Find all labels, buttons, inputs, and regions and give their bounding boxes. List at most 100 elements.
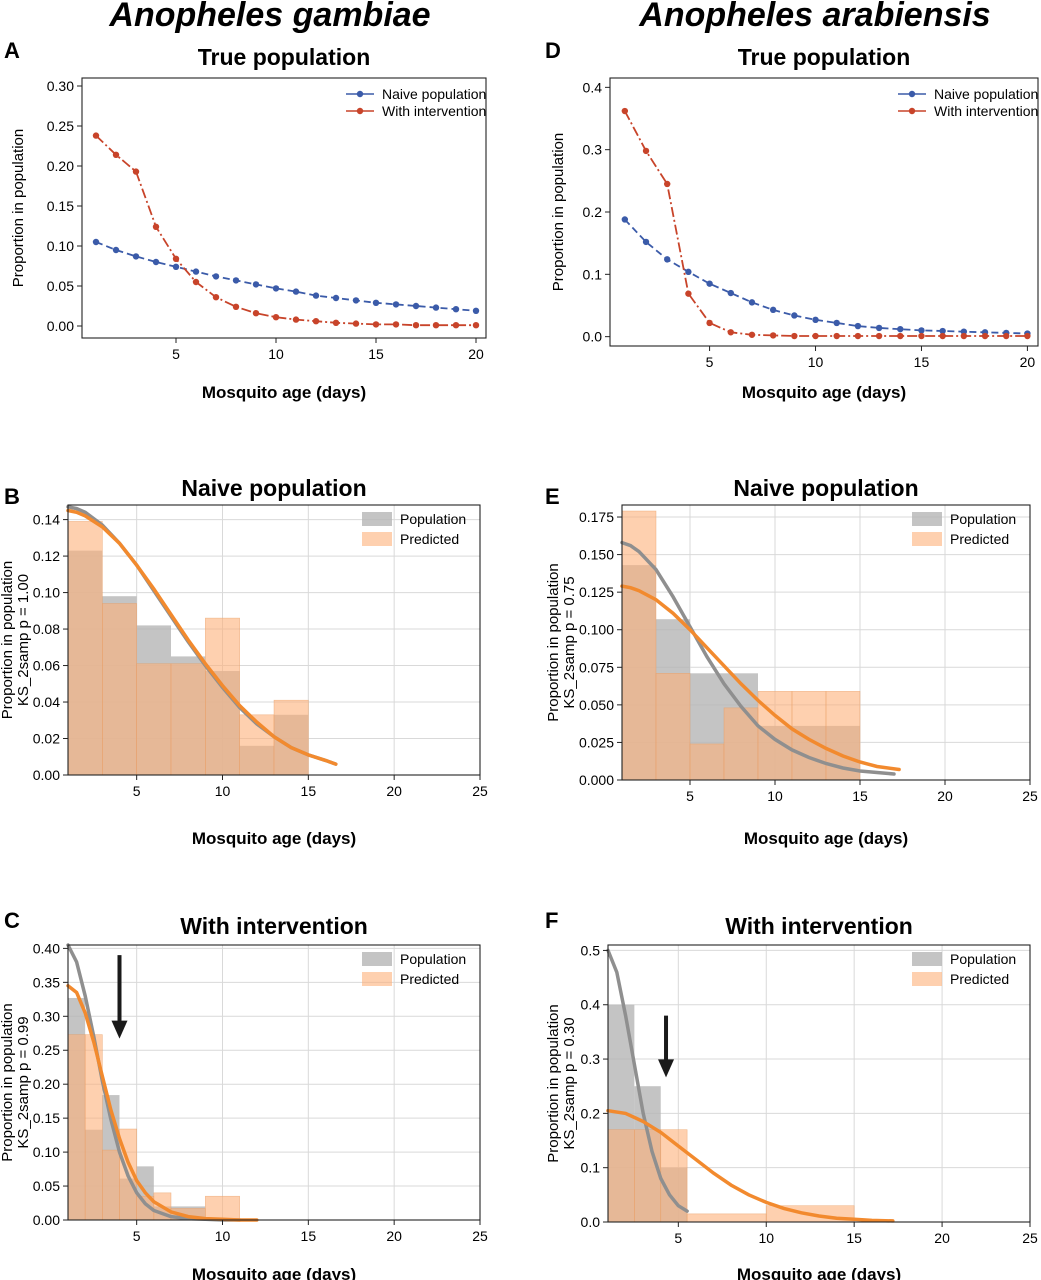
x-axis-label: Mosquito age (days) <box>744 829 908 848</box>
y-tick-label: 0.2 <box>583 204 603 220</box>
point-intervention-4 <box>706 319 713 327</box>
point-naive-14 <box>918 327 925 334</box>
x-tick-label: 25 <box>472 783 488 799</box>
point-intervention-19 <box>472 322 480 329</box>
legend-label: With intervention <box>382 103 486 119</box>
legend-swatch <box>362 512 392 526</box>
plot-frame <box>67 504 481 776</box>
y-tick-label: 0.150 <box>579 547 614 563</box>
point-intervention-4 <box>172 255 180 262</box>
x-tick-label: 25 <box>1022 1230 1038 1246</box>
plot-frame <box>67 944 481 1221</box>
point-intervention-16 <box>412 322 420 329</box>
legend: Population Predicted <box>912 511 1016 547</box>
point-intervention-14 <box>372 321 380 328</box>
population-fit-curve <box>606 948 689 1213</box>
x-tick-label: 25 <box>472 1228 488 1244</box>
panel-label-a: A <box>4 38 20 63</box>
chart-f-with-intervention-arabiensis: With intervention 5 10 15 20 25 0.0 0.1 0.2 0.3 0.… <box>545 913 1038 1280</box>
x-tick-label: 5 <box>172 346 180 362</box>
x-tick-label: 20 <box>386 1228 402 1244</box>
point-naive-10 <box>833 319 840 327</box>
y-tick-label: 0.05 <box>33 1178 60 1194</box>
y-tick-label: 0.15 <box>47 198 74 214</box>
legend: Population Predicted <box>362 511 466 547</box>
ks-test-label: KS_2samp p = 1.00 <box>15 574 32 706</box>
chart-c-with-intervention-gambiae: With intervention 5 10 15 20 25 0.00 0.05 0.10 0.… <box>0 913 488 1280</box>
point-intervention-2 <box>132 168 140 175</box>
point-intervention-8 <box>252 310 260 317</box>
legend-label: Predicted <box>400 531 459 547</box>
y-tick-label: 0.075 <box>579 659 614 675</box>
bar-predicted-1 <box>655 673 691 781</box>
species-title-left: Anopheles gambiae <box>109 0 431 34</box>
point-naive-5 <box>727 289 734 297</box>
point-naive-3 <box>685 268 692 276</box>
point-naive-4 <box>172 263 180 270</box>
bar-predicted-2 <box>102 1149 120 1221</box>
bar-predicted-6 <box>273 699 309 776</box>
point-naive-9 <box>812 316 819 324</box>
y-tick-label: 0.10 <box>33 585 60 601</box>
y-tick-label: 0.20 <box>33 1076 60 1092</box>
legend-label: Naive population <box>382 86 486 102</box>
point-naive-9 <box>272 285 280 292</box>
point-naive-10 <box>292 288 300 295</box>
point-naive-4 <box>706 280 713 287</box>
point-naive-15 <box>939 327 946 335</box>
x-tick-label: 20 <box>937 788 953 804</box>
x-tick-label: 20 <box>386 783 402 799</box>
bar-predicted-0 <box>67 1034 86 1221</box>
predicted-fit-curve <box>620 584 901 772</box>
x-tick-label: 15 <box>914 354 930 370</box>
y-axis-label: Proportion in population <box>10 129 27 287</box>
bar-predicted-3 <box>686 1213 767 1223</box>
point-intervention-19 <box>1024 332 1031 340</box>
series-line-intervention <box>624 110 1028 337</box>
point-naive-1 <box>112 246 120 254</box>
y-tick-label: 0.08 <box>33 621 60 637</box>
point-intervention-13 <box>897 332 904 340</box>
legend-label: Population <box>950 951 1016 967</box>
panel-label-f: F <box>545 908 559 933</box>
y-axis-label: Proportion in population <box>0 1003 16 1161</box>
point-naive-13 <box>897 325 904 333</box>
legend-label: Population <box>950 511 1016 527</box>
species-title-right: Anopheles arabiensis <box>639 0 991 34</box>
y-tick-label: 0.000 <box>579 772 614 788</box>
chart-title-c: With intervention <box>180 913 368 939</box>
x-axis-label: Mosquito age (days) <box>742 383 906 402</box>
point-intervention-3 <box>685 290 692 297</box>
y-tick-label: 0.02 <box>33 731 60 747</box>
point-intervention-10 <box>833 332 840 340</box>
legend-marker <box>356 107 364 115</box>
legend-label: With intervention <box>934 103 1038 119</box>
point-naive-13 <box>352 297 360 304</box>
panel-label-d: D <box>545 38 561 63</box>
series-line-naive <box>624 218 1028 335</box>
chart-title-d: True population <box>738 44 911 70</box>
point-naive-12 <box>332 294 340 302</box>
x-tick-label: 15 <box>301 783 317 799</box>
point-naive-6 <box>748 299 756 306</box>
point-intervention-12 <box>875 332 883 340</box>
ks-test-label: KS_2samp p = 0.99 <box>15 1016 32 1148</box>
x-tick-label: 5 <box>133 783 141 799</box>
chart-title-b: Naive population <box>181 475 366 501</box>
bar-predicted-7 <box>205 1195 240 1221</box>
y-tick-label: 0.1 <box>583 266 603 282</box>
legend-label: Naive population <box>934 86 1038 102</box>
point-intervention-5 <box>727 329 734 336</box>
x-axis-label: Mosquito age (days) <box>737 1265 901 1280</box>
y-axis-label: Proportion in population <box>550 133 567 291</box>
y-tick-label: 0.100 <box>579 622 614 638</box>
point-intervention-6 <box>748 331 756 338</box>
legend-swatch <box>912 972 942 986</box>
arrow-head-icon <box>658 1059 675 1078</box>
point-intervention-11 <box>312 318 320 325</box>
x-tick-label: 20 <box>468 346 484 362</box>
point-intervention-3 <box>152 223 160 230</box>
chart-title-e: Naive population <box>733 475 918 501</box>
